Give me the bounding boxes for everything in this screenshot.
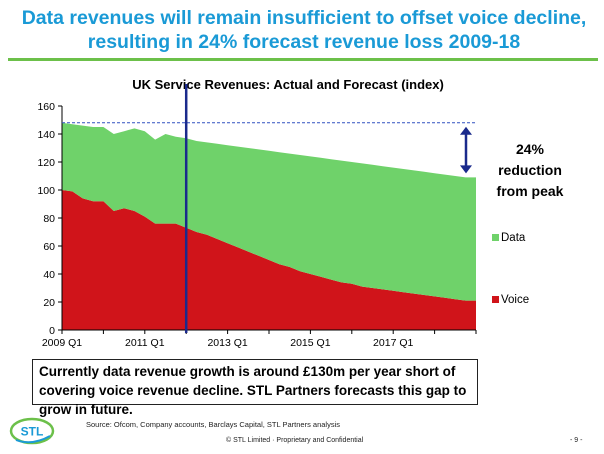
callout-box: Currently data revenue growth is around … xyxy=(32,359,478,417)
annotation-arrowhead-up xyxy=(460,126,472,135)
x-tick-label: 2011 Q1 xyxy=(125,337,165,349)
reduction-annotation: 24% reduction from peak xyxy=(460,126,564,199)
y-tick-label: 60 xyxy=(43,241,55,253)
logo-text: STL xyxy=(21,425,44,439)
source-note: Source: Ofcom, Company accounts, Barclay… xyxy=(86,420,340,429)
slide-title: Data revenues will remain insufficient t… xyxy=(21,7,587,53)
annotation-arrowhead-down xyxy=(460,165,472,174)
stl-logo: STL xyxy=(9,417,55,445)
y-tick-label: 160 xyxy=(37,101,55,113)
chart-legend: Data Voice xyxy=(492,232,529,306)
revenue-chart: UK Service Revenues: Actual and Forecast… xyxy=(37,77,564,349)
legend-swatch-data xyxy=(492,234,499,241)
x-tick-label: 2013 Q1 xyxy=(207,337,247,349)
annotation-text-line: from peak xyxy=(497,183,564,199)
y-tick-label: 80 xyxy=(43,213,55,225)
chart-overlays xyxy=(62,84,476,333)
chart-ticks: 0 20 40 60 80 100 120 140 160 2009 Q1 2011 Q1 2013 … xyxy=(37,101,477,349)
y-tick-label: 120 xyxy=(37,157,55,169)
y-tick-label: 0 xyxy=(49,325,55,337)
chart-title: UK Service Revenues: Actual and Forecast… xyxy=(132,77,444,92)
y-tick-label: 40 xyxy=(43,269,55,281)
x-tick-label: 2017 Q1 xyxy=(373,337,413,349)
series-area-data xyxy=(62,122,476,301)
title-divider xyxy=(8,58,598,61)
y-tick-label: 100 xyxy=(37,185,55,197)
legend-label-voice: Voice xyxy=(501,294,529,306)
y-tick-label: 140 xyxy=(37,129,55,141)
annotation-text-line: reduction xyxy=(498,162,562,178)
chart-areas xyxy=(62,122,476,330)
y-tick-label: 20 xyxy=(43,297,55,309)
x-tick-label: 2015 Q1 xyxy=(290,337,330,349)
legend-label-data: Data xyxy=(501,232,526,244)
legend-swatch-voice xyxy=(492,296,499,303)
page-number: - 9 - xyxy=(570,437,583,444)
annotation-text-line: 24% xyxy=(516,141,545,157)
x-tick-label: 2009 Q1 xyxy=(42,337,82,349)
footer-copyright: © STL Limited · Proprietary and Confiden… xyxy=(226,437,364,444)
